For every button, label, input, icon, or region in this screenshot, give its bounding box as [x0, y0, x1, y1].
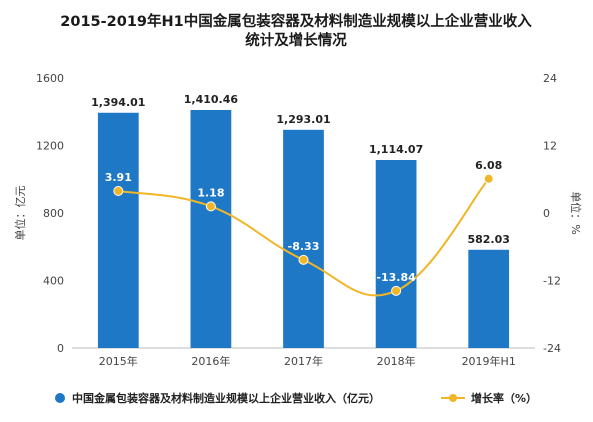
- legend: 中国金属包装容器及材料制造业规模以上企业营业收入（亿元） 增长率（%）: [55, 391, 537, 405]
- y-tick-label: 800: [43, 207, 64, 220]
- y-tick-label: 1600: [36, 72, 64, 85]
- bar-value-label: 582.03: [467, 233, 509, 246]
- bar: [190, 109, 232, 348]
- growth-rate-point: [113, 186, 124, 197]
- legend-bar-marker: [55, 393, 65, 403]
- growth-rate-label: -8.33: [288, 240, 320, 253]
- x-tick-label: 2019年H1: [462, 354, 516, 368]
- chart-title-line1: 2015-2019年H1中国金属包装容器及材料制造业规模以上企业营业收入: [60, 12, 532, 30]
- growth-rate-series: [113, 173, 494, 297]
- y-axis-left-ticks: 0 400 800 1200 1600: [36, 72, 64, 355]
- bar-value-labels: 1,394.01 1,410.46 1,293.01 1,114.07 582.03: [91, 93, 510, 246]
- bar-value-label: 1,394.01: [91, 96, 145, 109]
- legend-line-marker-dot: [449, 394, 457, 402]
- y2-tick-label: -12: [543, 275, 561, 288]
- growth-rate-line: [118, 178, 490, 297]
- growth-rate-label: -13.84: [376, 271, 416, 284]
- y2-tick-label: 0: [543, 207, 550, 220]
- legend-line-label: 增长率（%）: [471, 391, 537, 405]
- x-tick-label: 2017年: [284, 354, 323, 368]
- y-axis-label: 单位：亿元: [13, 186, 27, 241]
- x-tick-label: 2015年: [99, 354, 138, 368]
- growth-rate-point: [298, 254, 309, 265]
- legend-bar-label: 中国金属包装容器及材料制造业规模以上企业营业收入（亿元）: [72, 391, 380, 405]
- bar: [97, 112, 139, 349]
- chart-title-line2: 统计及增长情况: [245, 31, 347, 49]
- x-tick-label: 2018年: [377, 354, 416, 368]
- y-axis-right-ticks: -24 -12 0 12 24: [543, 72, 561, 355]
- bar-value-label: 1,114.07: [369, 143, 423, 156]
- growth-rate-label: 1.18: [197, 186, 224, 199]
- bar-value-label: 1,293.01: [276, 113, 330, 126]
- y2-tick-label: -24: [543, 342, 561, 355]
- growth-rate-label: 3.91: [105, 171, 132, 184]
- y-tick-label: 400: [43, 275, 64, 288]
- bar-value-label: 1,410.46: [184, 93, 239, 106]
- growth-rate-labels: 3.91 1.18 -8.33 -13.84 6.08: [105, 159, 503, 284]
- y2-tick-label: 24: [543, 72, 557, 85]
- y-tick-label: 0: [57, 342, 64, 355]
- bar-series: [97, 109, 510, 349]
- bar: [468, 249, 510, 348]
- bar: [375, 160, 417, 348]
- y-tick-label: 1200: [36, 140, 64, 153]
- growth-rate-point: [483, 173, 494, 184]
- x-axis-ticks: 2015年 2016年 2017年 2018年 2019年H1: [99, 354, 516, 368]
- growth-rate-point: [205, 201, 216, 212]
- y2-tick-label: 12: [543, 140, 557, 153]
- bar: [283, 129, 324, 348]
- x-tick-label: 2016年: [191, 354, 230, 368]
- y2-axis-label: 单位：%: [569, 191, 583, 234]
- growth-rate-label: 6.08: [475, 159, 502, 172]
- growth-rate-point: [391, 285, 402, 296]
